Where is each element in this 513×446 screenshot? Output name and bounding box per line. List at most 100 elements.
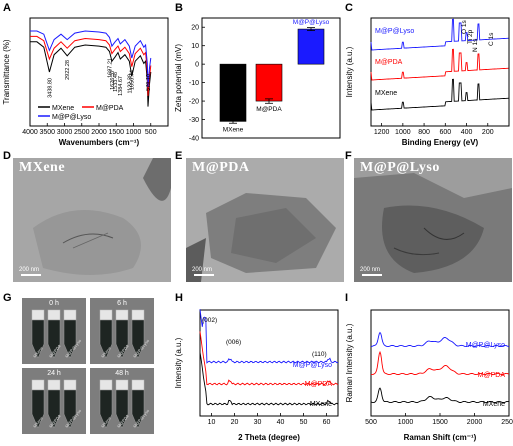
panel-label-d: D [3, 150, 11, 162]
x-tick-label: 50 [300, 419, 308, 426]
tem-label-mxene: MXene [19, 160, 66, 175]
xps-series [370, 18, 509, 111]
tem-label-mplyso: M@P@Lyso [360, 160, 440, 175]
x-tick-label: 2000 [91, 129, 107, 136]
x-tick-label: 4000 [22, 129, 38, 136]
zeta-bar [297, 28, 325, 65]
x-tick-label: 20 [231, 419, 239, 426]
xrd-line [199, 331, 339, 386]
raman-label-mpda: M@PDA [478, 372, 506, 379]
ftir-xlabel: Wavenumbers (cm⁻¹) [59, 138, 140, 147]
xps-chart: Intensity (a.u.) Binding Energy (eV) 120… [345, 17, 510, 147]
ftir-series [30, 30, 152, 107]
panel-label-b: B [175, 2, 183, 14]
zeta-bar [255, 63, 283, 102]
ftir-legend-mpda: M@PDA [96, 105, 124, 112]
ftir-legend-mplyso: M@P@Lyso [52, 114, 91, 121]
vial-cap [47, 379, 61, 391]
y-tick-label: -20 [189, 99, 199, 106]
ftir-legend-mxene: MXene [52, 105, 74, 112]
vial-body [115, 389, 129, 429]
vial-group-48h: MXene M@PDA M@P@Lyso [99, 379, 151, 429]
vial-photo-48h: 48 h MXene M@PDA M@P@Lyso [90, 368, 154, 434]
x-tick-label: 40 [277, 419, 285, 426]
raman-chart: Raman Intensity (a.u.) Raman Shift (cm⁻¹… [345, 309, 513, 442]
xps-peak-c1s: C 1s [488, 32, 495, 46]
ftir-annotation: 1533.48 [113, 72, 119, 92]
zeta-bar-label: MXene [223, 126, 244, 133]
vial-cap [115, 379, 129, 391]
ftir-annotation: 579.10 [146, 74, 152, 91]
panel-label-e: E [175, 150, 183, 162]
raman-label-mxene: MXene [483, 401, 505, 408]
y-tick-label: -30 [189, 117, 199, 124]
tem-image-mpda: M@PDA 200 nm [186, 158, 344, 282]
ftir-annotation: 3438.80 [47, 78, 53, 98]
x-tick-label: 500 [365, 419, 377, 426]
y-tick-label: 0 [195, 62, 199, 69]
vial-time-24h: 24 h [47, 370, 61, 377]
vial-body [63, 389, 77, 429]
xrd-label-mxene: MXene [310, 401, 332, 408]
vial-group-6h: MXene M@PDA M@P@Lyso [99, 309, 151, 359]
ftir-annotation: 1122.30 [127, 74, 133, 93]
x-tick-label: 2500 [74, 129, 90, 136]
x-tick-label: 800 [418, 129, 430, 136]
vial-body [131, 319, 145, 359]
xrd-xlabel: 2 Theta (degree) [238, 433, 300, 442]
vial-cap [115, 309, 129, 321]
raman-ylabel: Raman Intensity (a.u.) [345, 323, 354, 402]
zeta-bar-label: M@PDA [256, 106, 282, 113]
xps-line [370, 18, 509, 51]
xps-label-mplyso: M@P@Lyso [375, 28, 414, 35]
vial-body [47, 389, 61, 429]
raman-label-mplyso: M@P@Lyso [466, 342, 505, 349]
panel-label-i: I [345, 292, 349, 304]
y-tick-label: 10 [191, 43, 199, 50]
vial-group-0h: MXene M@PDA M@P@Lyso [31, 309, 83, 359]
x-tick-label: 2000 [467, 419, 483, 426]
x-tick-label: 1000 [398, 419, 414, 426]
x-tick-label: 3500 [39, 129, 55, 136]
ftir-annotation: 1697.21 [107, 58, 113, 78]
x-tick-label: 10 [208, 419, 216, 426]
raman-line [370, 331, 510, 348]
vial-cap [99, 309, 113, 321]
ftir-line-0 [30, 41, 152, 107]
vial-time-48h: 48 h [115, 370, 129, 377]
x-tick-label: 1000 [126, 129, 142, 136]
y-tick-label: -40 [189, 136, 199, 143]
ftir-annotation: 1626.37 [110, 70, 116, 90]
tem-image-mplyso: M@P@Lyso 200 nm [354, 158, 512, 282]
ftir-annotation: 1050.74 [130, 70, 136, 90]
y-tick-label: -10 [189, 80, 199, 87]
x-tick-label: 400 [461, 129, 473, 136]
panel-label-g: G [3, 292, 12, 304]
zeta-chart: Zeta potential (mV) 20 10 0 -10 -20 -30 -40 MX… [174, 17, 341, 143]
ftir-legend: MXene M@PDA M@P@Lyso [38, 105, 124, 121]
tem-scale-text-mpda: 200 nm [192, 267, 213, 273]
xrd-peak-006: (006) [226, 339, 241, 346]
vial-body [31, 319, 45, 359]
xps-x-ticks: 1200 1000 800 600 400 200 [374, 123, 494, 136]
ftir-annotation: 2922.28 [65, 60, 71, 80]
zeta-ylabel: Zeta potential (mV) [174, 44, 183, 112]
xps-ylabel: Intensity (a.u.) [345, 46, 354, 97]
x-tick-label: 200 [482, 129, 494, 136]
x-tick-label: 1500 [432, 419, 448, 426]
raman-series [370, 331, 510, 404]
tem-label-mpda: M@PDA [192, 160, 250, 175]
vial-body [115, 319, 129, 359]
xrd-chart: Intensity (a.u.) 2 Theta (degree) 10 20 30… [174, 309, 339, 442]
xps-peak-ti2p: Ti 2p [467, 29, 474, 44]
vial-photo-0h: 0 h MXene M@PDA M@P@Lyso [22, 298, 86, 364]
vial-cap [31, 309, 45, 321]
x-tick-label: 60 [323, 419, 331, 426]
zeta-bar-label: M@P@Lyso [293, 19, 330, 26]
xrd-label-mpda: M@PDA [305, 381, 333, 388]
xrd-ylabel: Intensity (a.u.) [174, 337, 183, 388]
panel-label-c: C [345, 2, 353, 14]
vial-group-24h: MXene M@PDA M@P@Lyso [31, 379, 83, 429]
vial-body [99, 319, 113, 359]
